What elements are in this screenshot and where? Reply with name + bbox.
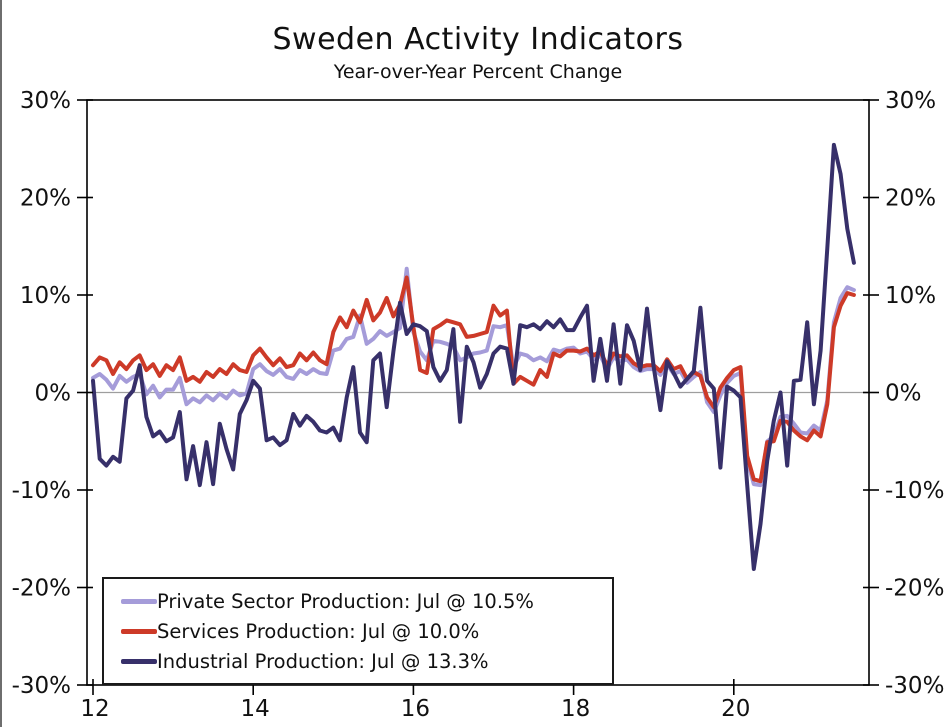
- y-axis-label-left: -30%: [12, 673, 71, 699]
- chart-subtitle: Year-over-Year Percent Change: [333, 61, 623, 83]
- y-axis-label-right: 0%: [885, 381, 922, 407]
- x-axis-label: 16: [401, 696, 430, 722]
- legend-item-private-sector: Private Sector Production: Jul @ 10.5%: [121, 586, 608, 616]
- series-line-private_sector: [91, 266, 856, 488]
- x-axis-label: 12: [80, 696, 109, 722]
- series-line-industrial: [91, 142, 856, 571]
- x-axis-label: 20: [721, 696, 750, 722]
- legend-label: Private Sector Production: Jul @ 10.5%: [157, 589, 534, 613]
- y-axis-label-right: 30%: [885, 88, 936, 114]
- industrial-line-swatch: [121, 658, 157, 664]
- y-axis-label-left: -10%: [12, 478, 71, 504]
- y-axis-label-right: 10%: [885, 283, 936, 309]
- y-axis-label-left: 10%: [20, 283, 71, 309]
- legend-item-industrial: Industrial Production: Jul @ 13.3%: [121, 646, 608, 676]
- y-axis-label-left: 20%: [20, 186, 71, 212]
- legend-label: Industrial Production: Jul @ 13.3%: [157, 649, 489, 673]
- services-line-swatch: [121, 628, 157, 634]
- legend-item-services: Services Production: Jul @ 10.0%: [121, 616, 608, 646]
- chart-title: Sweden Activity Indicators: [272, 22, 684, 57]
- x-axis-label: 14: [241, 696, 270, 722]
- y-axis-label-left: 0%: [35, 381, 72, 407]
- x-axis-label: 18: [561, 696, 590, 722]
- legend: Private Sector Production: Jul @ 10.5% S…: [102, 577, 614, 685]
- y-axis-label-right: 20%: [885, 186, 936, 212]
- y-axis-label-left: -20%: [12, 576, 71, 602]
- y-axis-label-right: -30%: [885, 673, 944, 699]
- private-sector-line-swatch: [121, 598, 157, 604]
- y-axis-label-right: -10%: [885, 478, 944, 504]
- y-axis-label-left: 30%: [20, 88, 71, 114]
- series-line-services: [91, 275, 856, 484]
- legend-label: Services Production: Jul @ 10.0%: [157, 619, 480, 643]
- y-axis-label-right: -20%: [885, 576, 944, 602]
